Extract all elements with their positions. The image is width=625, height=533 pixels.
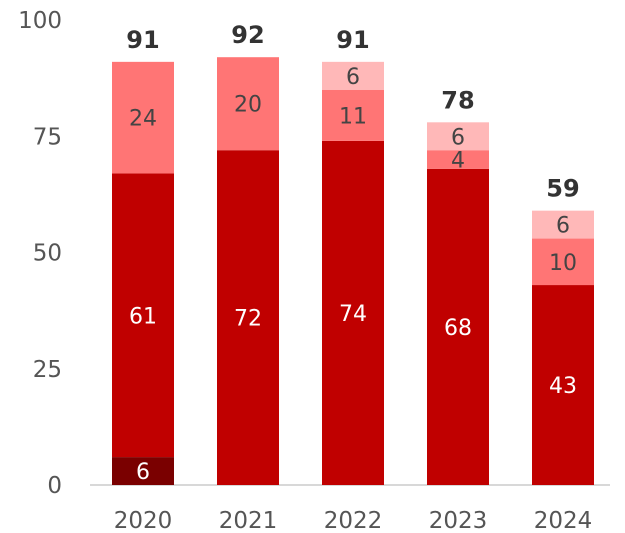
x-tick-label: 2024 [534, 508, 593, 533]
bar-segment [112, 457, 174, 485]
bar-segment [112, 173, 174, 458]
segment-value-label: 20 [234, 93, 262, 118]
bar-segment [322, 61, 384, 90]
segment-value-label: 68 [444, 316, 472, 341]
bar-segment [217, 150, 279, 485]
y-tick-label: 100 [18, 8, 62, 34]
bar-segment [532, 210, 594, 239]
y-tick-label: 25 [33, 357, 62, 383]
segment-value-label: 10 [549, 251, 577, 276]
bar-segment [217, 57, 279, 151]
y-tick-label: 75 [33, 124, 62, 150]
segment-value-label: 6 [556, 214, 570, 239]
bar-segment [112, 61, 174, 174]
bar-segment [427, 168, 489, 486]
segment-value-label: 6 [451, 125, 465, 150]
total-value-label: 91 [336, 26, 369, 54]
bar-segment [427, 150, 489, 169]
segment-value-label: 74 [339, 302, 367, 327]
total-value-label: 91 [126, 26, 159, 54]
x-tick-label: 2022 [324, 508, 383, 533]
segment-value-label: 24 [129, 107, 157, 132]
bars-layer [112, 57, 594, 486]
x-tick-label: 2023 [429, 508, 488, 533]
bar-segment [322, 140, 384, 485]
total-value-label: 59 [546, 175, 579, 203]
segment-value-label: 61 [129, 304, 157, 329]
total-value-label: 78 [441, 86, 474, 114]
segment-value-label: 6 [136, 460, 150, 485]
bar-segment [322, 89, 384, 141]
y-tick-label: 50 [33, 241, 62, 267]
segment-value-label: 43 [549, 374, 577, 399]
segment-value-label: 11 [339, 104, 367, 129]
total-value-label: 92 [231, 21, 264, 49]
bar-segment [532, 285, 594, 485]
bar-segment [532, 238, 594, 286]
y-tick-label: 0 [47, 473, 62, 499]
segment-value-label: 6 [346, 65, 360, 90]
segment-value-label: 4 [451, 149, 465, 174]
x-tick-label: 2020 [114, 508, 173, 533]
bar-segment [427, 122, 489, 151]
segment-value-label: 72 [234, 307, 262, 332]
x-tick-label: 2021 [219, 508, 278, 533]
